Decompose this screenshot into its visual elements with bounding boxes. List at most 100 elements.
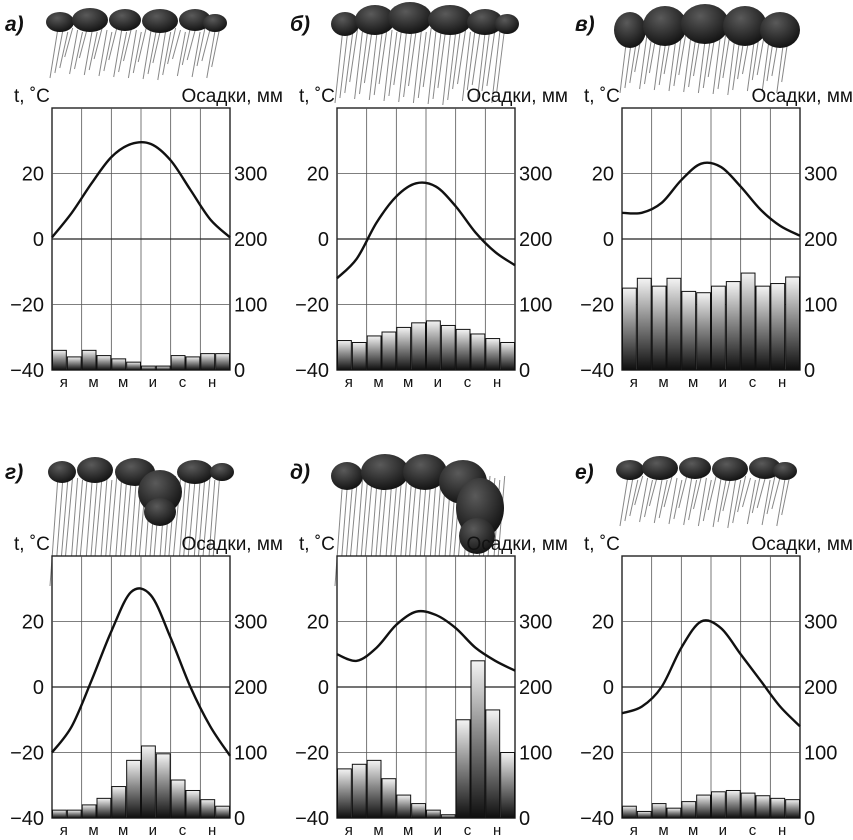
- precipitation-bar: [111, 786, 127, 819]
- precipitation-bar: [185, 789, 201, 819]
- precipitation-bar: [455, 719, 471, 819]
- precipitation-bar: [155, 753, 171, 819]
- precipitation-bar: [52, 809, 67, 819]
- precipitation-bar: [770, 797, 786, 819]
- precipitation-tick-label: 0: [804, 360, 815, 382]
- month-label: я: [345, 822, 353, 839]
- precipitation-tick-label: 200: [804, 229, 837, 251]
- temperature-tick-label: 0: [603, 677, 614, 699]
- month-label: я: [630, 822, 638, 839]
- precipitation-bar: [440, 814, 456, 819]
- precipitation-tick-label: 200: [234, 677, 267, 699]
- precipitation-bar: [366, 759, 382, 819]
- precipitation-bar: [351, 763, 367, 819]
- precipitation-bar: [426, 320, 441, 371]
- panel-letter: б): [290, 13, 310, 36]
- panel-letter: г): [5, 461, 23, 484]
- rain-cloud-icon: [331, 2, 519, 106]
- precipitation-bar: [711, 791, 726, 819]
- precipitation-axis-label: Осадки, мм: [466, 534, 568, 555]
- temperature-axis-label: t, ˚C: [584, 534, 620, 555]
- precipitation-bar: [440, 324, 456, 371]
- precipitation-tick-label: 300: [519, 164, 552, 186]
- precipitation-bar: [681, 801, 697, 819]
- month-label: м: [373, 822, 383, 839]
- temperature-tick-label: −40: [580, 808, 614, 830]
- precipitation-bar: [651, 285, 667, 371]
- temperature-line: [51, 140, 231, 239]
- precipitation-tick-label: 100: [804, 743, 837, 765]
- precipitation-bar: [366, 335, 382, 371]
- temperature-tick-label: 20: [307, 612, 329, 634]
- precipitation-bar: [455, 328, 471, 371]
- month-label: с: [749, 822, 757, 839]
- month-label: и: [149, 374, 157, 391]
- temperature-tick-label: 0: [33, 229, 44, 251]
- precipitation-bar: [711, 285, 726, 371]
- precipitation-axis-label: Осадки, мм: [751, 534, 853, 555]
- month-label: м: [118, 374, 128, 391]
- temperature-line: [621, 619, 801, 728]
- temperature-tick-label: −40: [10, 808, 44, 830]
- precipitation-tick-label: 0: [234, 360, 245, 382]
- precipitation-bar: [155, 365, 171, 371]
- temperature-tick-label: 20: [22, 612, 44, 634]
- precipitation-tick-label: 100: [234, 295, 267, 317]
- precipitation-bar: [470, 333, 486, 371]
- month-label: с: [464, 822, 472, 839]
- month-label: и: [434, 822, 442, 839]
- precipitation-bar: [740, 792, 756, 819]
- precipitation-bar: [215, 805, 231, 819]
- month-label: н: [493, 374, 501, 391]
- month-label: с: [464, 374, 472, 391]
- month-label: м: [118, 822, 128, 839]
- precipitation-tick-label: 300: [519, 612, 552, 634]
- precipitation-bar: [485, 338, 501, 371]
- precipitation-bar: [411, 803, 426, 819]
- precipitation-bar: [66, 356, 82, 371]
- precipitation-bar: [770, 283, 786, 371]
- temperature-axis-label: t, ˚C: [584, 86, 620, 107]
- precipitation-bar: [396, 794, 412, 819]
- temperature-line: [51, 587, 231, 757]
- panel-letter: а): [5, 13, 24, 36]
- precipitation-bar: [52, 349, 67, 371]
- month-label: м: [403, 822, 413, 839]
- panel-letter: д): [290, 461, 310, 484]
- rain-cloud-icon: [614, 4, 800, 96]
- temperature-tick-label: −20: [10, 743, 44, 765]
- rain-streaks-icon: [619, 475, 791, 529]
- month-label: и: [434, 374, 442, 391]
- temperature-line: [621, 161, 801, 237]
- temperature-tick-label: −20: [10, 295, 44, 317]
- month-label: с: [179, 374, 187, 391]
- precipitation-bar: [396, 326, 412, 371]
- precipitation-bar: [96, 797, 112, 819]
- precipitation-bar: [755, 795, 771, 819]
- precipitation-axis-label: Осадки, мм: [751, 86, 853, 107]
- temperature-tick-label: 20: [592, 612, 614, 634]
- temperature-line: [336, 609, 516, 672]
- rain-streaks-icon: [334, 27, 506, 106]
- month-label: м: [403, 374, 413, 391]
- temperature-tick-label: −40: [580, 360, 614, 382]
- precipitation-bar: [337, 768, 352, 819]
- precipitation-bar: [485, 709, 501, 819]
- temperature-tick-label: 0: [603, 229, 614, 251]
- precipitation-bar: [215, 353, 231, 371]
- month-label: м: [88, 822, 98, 839]
- month-label: м: [373, 374, 383, 391]
- precipitation-axis-label: Осадки, мм: [181, 534, 283, 555]
- month-label: м: [658, 822, 668, 839]
- temperature-axis-label: t, ˚C: [14, 534, 50, 555]
- precipitation-bar: [411, 322, 426, 371]
- month-label: с: [179, 822, 187, 839]
- month-label: и: [719, 374, 727, 391]
- precipitation-bar: [785, 799, 801, 819]
- precipitation-tick-label: 100: [519, 743, 552, 765]
- month-label: н: [208, 374, 216, 391]
- temperature-tick-label: 0: [318, 229, 329, 251]
